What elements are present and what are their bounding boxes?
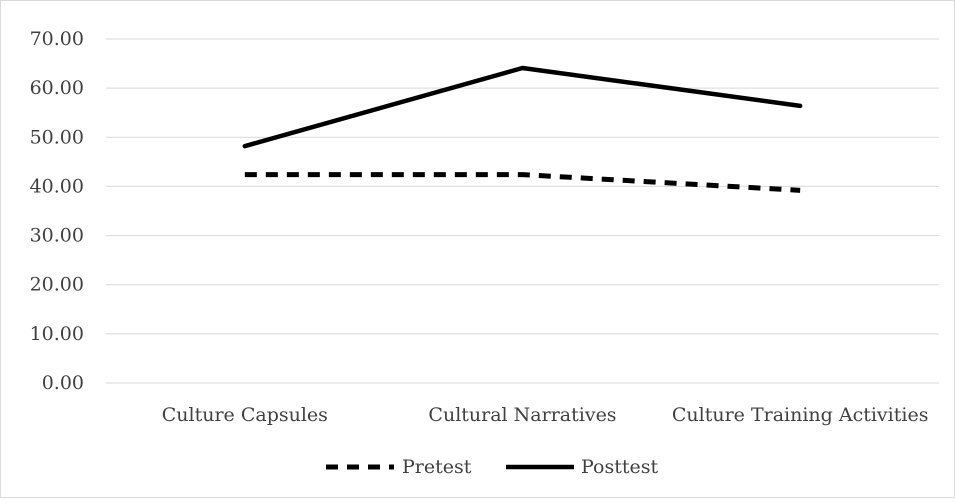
x-tick-label: Culture Capsules (162, 404, 328, 426)
y-tick-label: 0.00 (42, 372, 84, 394)
y-axis-tick-labels: 0.00 10.00 20.00 30.00 40.00 50.00 60.00 70.00 (30, 28, 84, 394)
y-tick-label: 50.00 (30, 126, 84, 148)
gridlines (106, 38, 939, 384)
x-axis-tick-labels: Culture Capsules Cultural Narratives Cultu… (162, 404, 929, 426)
series-lines (242, 65, 803, 193)
x-tick-label: Culture Training Activities (672, 404, 929, 426)
y-tick-label: 10.00 (30, 323, 84, 345)
legend-label-posttest: Posttest (581, 456, 658, 478)
series-line-pretest (244, 172, 801, 193)
y-tick-label: 40.00 (30, 175, 84, 197)
series-line-posttest (242, 65, 803, 149)
legend-label-pretest: Pretest (402, 456, 472, 478)
y-tick-label: 70.00 (30, 28, 84, 50)
y-tick-label: 20.00 (30, 274, 84, 296)
legend: Pretest Posttest (326, 456, 658, 478)
y-tick-label: 60.00 (30, 77, 84, 99)
y-tick-label: 30.00 (30, 225, 84, 247)
x-tick-label: Cultural Narratives (428, 404, 616, 426)
